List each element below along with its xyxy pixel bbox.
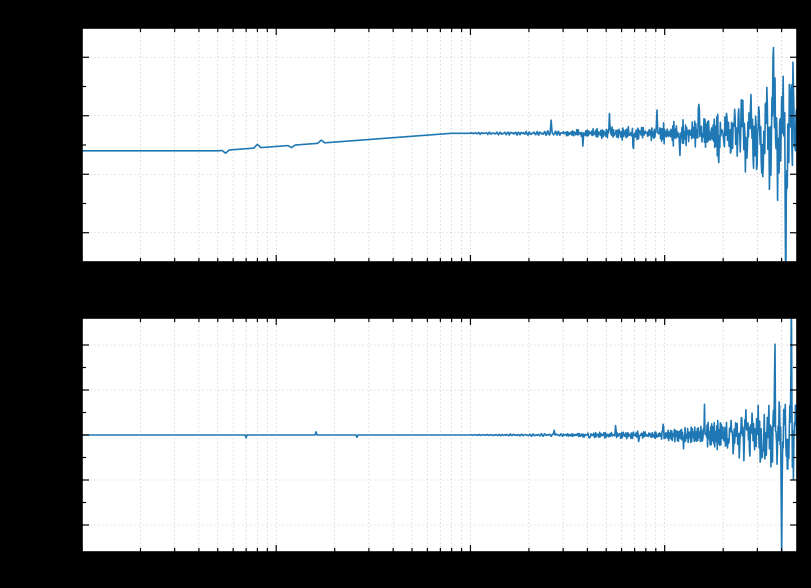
bottom-panel [82, 300, 797, 557]
figure [0, 0, 811, 588]
top-panel [82, 28, 797, 300]
plot-background [82, 28, 797, 262]
